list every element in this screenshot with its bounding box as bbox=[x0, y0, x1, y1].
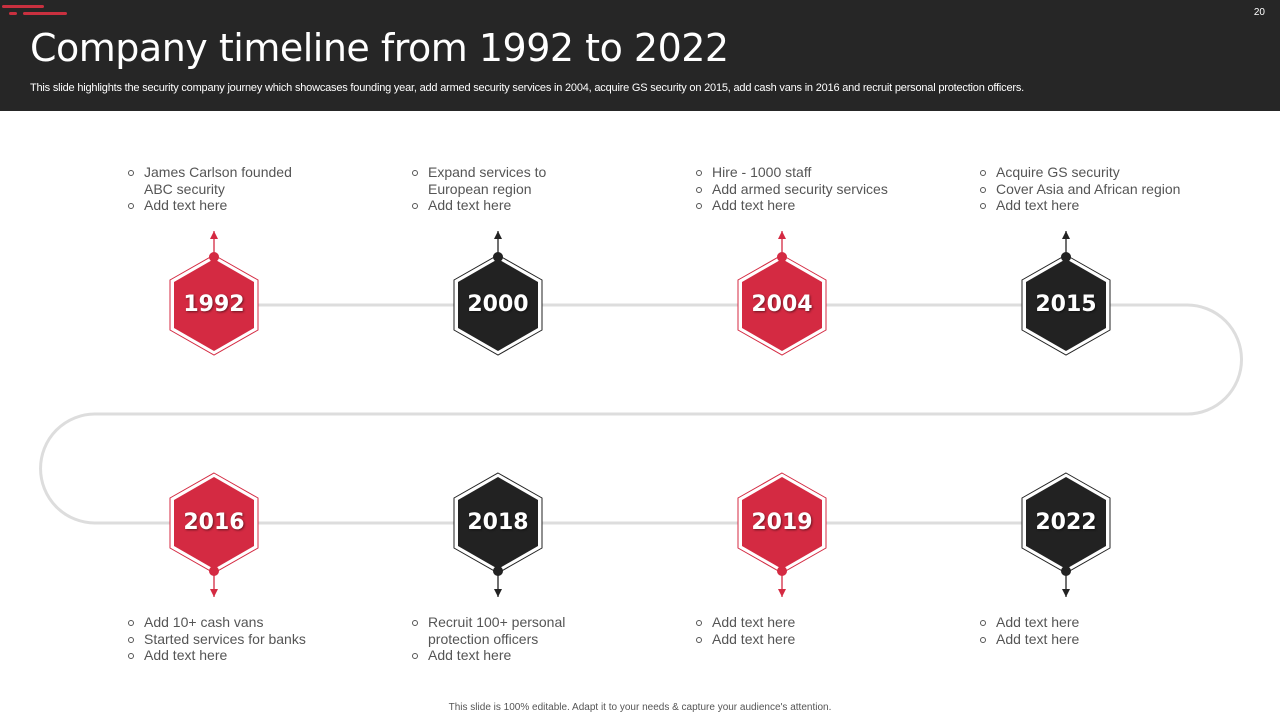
milestone-details: Add text here Add text here bbox=[694, 614, 934, 647]
year-label: 2022 bbox=[1035, 510, 1097, 535]
bullet-item: Expand services to European region bbox=[410, 164, 570, 197]
milestone-2019 bbox=[737, 472, 827, 597]
footer-note: This slide is 100% editable. Adapt it to… bbox=[448, 702, 832, 713]
bullet-item: Add text here bbox=[978, 197, 1218, 214]
milestone-1992 bbox=[169, 231, 259, 356]
page-number: 20 bbox=[1253, 7, 1265, 18]
connector-dot bbox=[1061, 566, 1071, 576]
year-label: 1992 bbox=[183, 292, 245, 317]
hexagon bbox=[742, 259, 822, 351]
arrow-icon bbox=[778, 231, 786, 239]
milestone-2016 bbox=[169, 472, 259, 597]
bullet-item: Add text here bbox=[694, 631, 934, 648]
connector-dot bbox=[493, 252, 503, 262]
decor-bar bbox=[9, 12, 17, 15]
year-label: 2004 bbox=[751, 292, 813, 317]
hexagon bbox=[1026, 477, 1106, 569]
connector-dot bbox=[209, 252, 219, 262]
bullet-item: Add text here bbox=[694, 614, 934, 631]
page-title: Company timeline from 1992 to 2022 bbox=[30, 26, 729, 70]
decor-bar bbox=[23, 12, 67, 15]
arrow-icon bbox=[1062, 231, 1070, 239]
milestone-details: Acquire GS security Cover Asia and Africa… bbox=[978, 164, 1218, 214]
bullet-item: Add text here bbox=[410, 647, 570, 664]
milestone-2000 bbox=[453, 231, 543, 356]
bullet-item: Add text here bbox=[126, 197, 301, 214]
arrow-icon bbox=[1062, 589, 1070, 597]
bullet-item: Recruit 100+ personal protection officer… bbox=[410, 614, 570, 647]
milestone-details: Expand services to European region Add te… bbox=[410, 164, 570, 214]
milestone-2022 bbox=[1021, 472, 1111, 597]
connector-dot bbox=[209, 566, 219, 576]
arrow-icon bbox=[210, 231, 218, 239]
year-label: 2000 bbox=[467, 292, 529, 317]
milestone-details: Recruit 100+ personal protection officer… bbox=[410, 614, 570, 664]
bullet-item: Add armed security services bbox=[694, 181, 934, 198]
bullet-item: Add text here bbox=[410, 197, 570, 214]
arrow-icon bbox=[494, 231, 502, 239]
bullet-item: Started services for banks bbox=[126, 631, 326, 648]
bullet-item: Acquire GS security bbox=[978, 164, 1218, 181]
arrow-icon bbox=[778, 589, 786, 597]
header: Company timeline from 1992 to 2022 This … bbox=[0, 0, 1280, 111]
bullet-item: James Carlson founded ABC security bbox=[126, 164, 301, 197]
year-label: 2018 bbox=[467, 510, 529, 535]
bullet-item: Add text here bbox=[694, 197, 934, 214]
hexagon bbox=[174, 259, 254, 351]
year-label: 2015 bbox=[1035, 292, 1097, 317]
hexagon bbox=[458, 477, 538, 569]
bullet-item: Hire - 1000 staff bbox=[694, 164, 934, 181]
milestone-details: Hire - 1000 staff Add armed security serv… bbox=[694, 164, 934, 214]
milestone-2004 bbox=[737, 231, 827, 356]
bullet-item: Add text here bbox=[978, 631, 1218, 648]
timeline-path bbox=[39, 303, 1243, 525]
hexagon bbox=[742, 477, 822, 569]
bullet-item: Add text here bbox=[126, 647, 326, 664]
arrow-icon bbox=[494, 589, 502, 597]
bullet-item: Add 10+ cash vans bbox=[126, 614, 326, 631]
connector-dot bbox=[777, 566, 787, 576]
milestone-details: Add 10+ cash vans Started services for ba… bbox=[126, 614, 326, 664]
milestone-details: Add text here Add text here bbox=[978, 614, 1218, 647]
milestone-2015 bbox=[1021, 231, 1111, 356]
hexagon bbox=[1026, 259, 1106, 351]
page-subtitle: This slide highlights the security compa… bbox=[30, 82, 1024, 94]
hexagon bbox=[458, 259, 538, 351]
year-label: 2016 bbox=[183, 510, 245, 535]
connector-dot bbox=[777, 252, 787, 262]
connector-dot bbox=[1061, 252, 1071, 262]
decor-bar bbox=[2, 5, 44, 8]
connector-dot bbox=[493, 566, 503, 576]
bullet-item: Cover Asia and African region bbox=[978, 181, 1218, 198]
bullet-item: Add text here bbox=[978, 614, 1218, 631]
hexagon bbox=[174, 477, 254, 569]
year-label: 2019 bbox=[751, 510, 813, 535]
arrow-icon bbox=[210, 589, 218, 597]
milestone-2018 bbox=[453, 472, 543, 597]
milestone-details: James Carlson founded ABC security Add te… bbox=[126, 164, 301, 214]
